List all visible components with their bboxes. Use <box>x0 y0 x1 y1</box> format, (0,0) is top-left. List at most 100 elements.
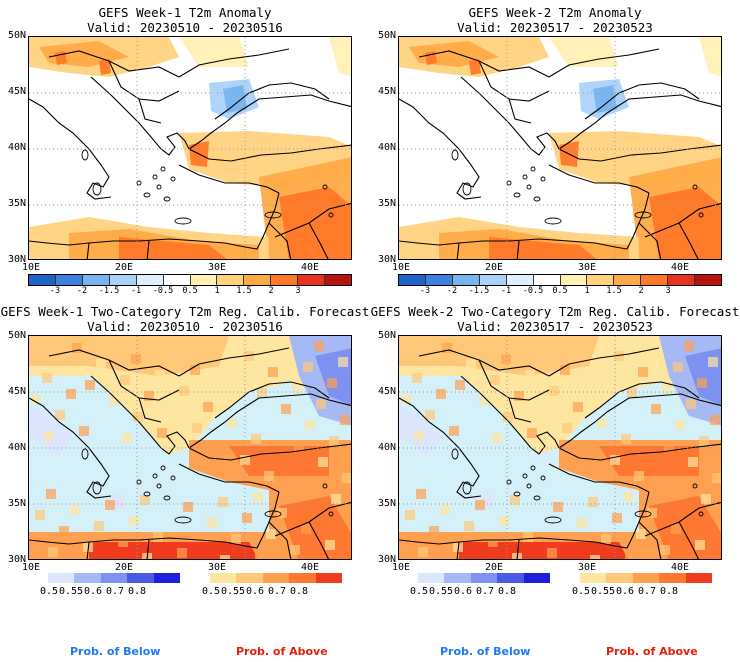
grid-cell <box>536 349 546 359</box>
coastline-3 <box>188 144 351 162</box>
grid-cell <box>499 516 509 526</box>
panel-valid: Valid: 20230510 - 20230516 <box>87 20 283 35</box>
colorbar-swatch <box>606 573 633 583</box>
grid-cell <box>560 365 570 375</box>
island-7 <box>522 174 528 180</box>
lon-label: 30E <box>208 562 227 573</box>
island-0 <box>634 510 652 518</box>
grid-cell <box>268 367 278 377</box>
colorbar-swatch <box>452 275 480 285</box>
grid-cell <box>338 357 348 367</box>
coastline-6 <box>399 192 650 250</box>
grid-cell <box>416 489 426 499</box>
coastline-11 <box>456 242 460 259</box>
below-label: 0.8 <box>127 586 147 597</box>
grid-cell <box>547 548 557 558</box>
coastline-6 <box>29 491 280 549</box>
grid-cell <box>684 341 694 351</box>
grid-cell <box>316 399 326 409</box>
grid-cell <box>155 370 165 380</box>
grid-cell <box>523 532 533 542</box>
grid-cell <box>671 524 681 534</box>
island-10 <box>170 176 176 182</box>
grid-cell <box>699 436 709 446</box>
lon-label: 20E <box>485 262 504 273</box>
colorbar-swatch <box>614 275 642 285</box>
anomaly-map <box>28 36 352 260</box>
grid-cell <box>701 494 711 504</box>
colorbar-swatch <box>418 573 445 583</box>
grid-cell <box>129 516 139 526</box>
grid-cell <box>55 410 65 420</box>
grid-cell <box>686 399 696 409</box>
island-7 <box>522 473 528 479</box>
grid-cell <box>79 426 89 436</box>
colorbar-swatch <box>153 573 181 583</box>
anomaly-map <box>398 36 722 260</box>
colorbar-swatch <box>659 573 686 583</box>
grid-cell <box>697 378 707 388</box>
grid-cell <box>549 386 559 396</box>
grid-cell <box>331 494 341 504</box>
island-8 <box>160 465 166 471</box>
grid-cell <box>477 338 487 348</box>
colorbar-swatch <box>444 573 471 583</box>
colorbar-swatch <box>425 275 453 285</box>
colorbar-label: -1 <box>500 286 512 296</box>
island-5 <box>156 483 162 489</box>
colorbar-swatch <box>127 573 154 583</box>
island-8 <box>530 166 536 172</box>
lat-label: 40N <box>7 442 26 453</box>
grid-cell <box>662 383 672 393</box>
colorbar-swatch <box>523 573 551 583</box>
above-label: 0.6 <box>245 586 265 597</box>
probability-region-6 <box>459 542 628 559</box>
colorbar-label: 0.5 <box>182 286 198 296</box>
grid-cell <box>96 359 106 369</box>
coastline-1 <box>460 375 560 455</box>
grid-cell <box>214 381 224 391</box>
lon-label: 30E <box>208 262 227 273</box>
grid-cell <box>294 441 304 451</box>
coastline-0 <box>29 98 112 200</box>
coastline-7 <box>274 501 351 537</box>
coastline-3 <box>558 144 721 162</box>
lon-label: 40E <box>301 262 320 273</box>
grid-cell <box>688 457 698 467</box>
colorbar-label: 2 <box>638 286 644 296</box>
above-label: 0.6 <box>615 586 635 597</box>
coastline-7 <box>274 202 351 238</box>
grid-cell <box>651 404 661 414</box>
grid-cell <box>673 362 683 372</box>
grid-cell <box>695 540 705 550</box>
lat-label: 30N <box>377 254 396 265</box>
colorbar-swatch <box>244 275 272 285</box>
colorbar-swatch <box>470 573 498 583</box>
lat-label: 40N <box>377 142 396 153</box>
grid-cell <box>131 354 141 364</box>
grid-cell <box>405 510 415 520</box>
lat-label: 40N <box>377 442 396 453</box>
island-9 <box>506 180 512 186</box>
grid-cell <box>177 548 187 558</box>
lat-label: 30N <box>377 554 396 565</box>
island-12 <box>698 212 704 218</box>
lat-label: 45N <box>377 86 396 97</box>
colorbar-swatch <box>325 275 352 285</box>
lon-label: 30E <box>578 262 597 273</box>
coastline-8 <box>308 222 329 259</box>
legend-below: Prob. of Below <box>70 645 161 658</box>
island-9 <box>506 479 512 485</box>
grid-cell <box>303 362 313 372</box>
grid-cell <box>627 388 637 398</box>
island-10 <box>540 176 546 182</box>
grid-cell <box>48 547 58 557</box>
island-11 <box>322 483 328 489</box>
coastline-15 <box>178 48 290 78</box>
island-2 <box>92 481 102 495</box>
grid-cell <box>475 500 485 510</box>
island-8 <box>160 166 166 172</box>
grid-cell <box>708 357 718 367</box>
island-9 <box>136 479 142 485</box>
grid-cell <box>168 407 178 417</box>
